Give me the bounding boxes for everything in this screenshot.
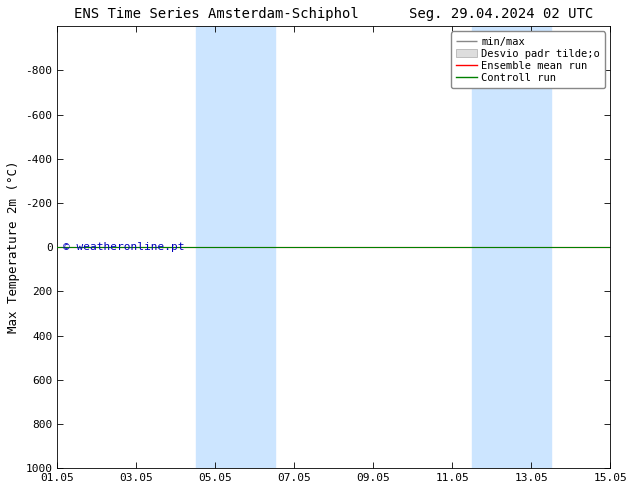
Bar <box>472 26 551 468</box>
Legend: min/max, Desvio padr tilde;o, Ensemble mean run, Controll run: min/max, Desvio padr tilde;o, Ensemble m… <box>451 31 605 88</box>
Y-axis label: Max Temperature 2m (°C): Max Temperature 2m (°C) <box>7 161 20 334</box>
Text: © weatheronline.pt: © weatheronline.pt <box>63 242 184 252</box>
Title: ENS Time Series Amsterdam-Schiphol      Seg. 29.04.2024 02 UTC: ENS Time Series Amsterdam-Schiphol Seg. … <box>74 7 593 21</box>
Bar <box>195 26 275 468</box>
